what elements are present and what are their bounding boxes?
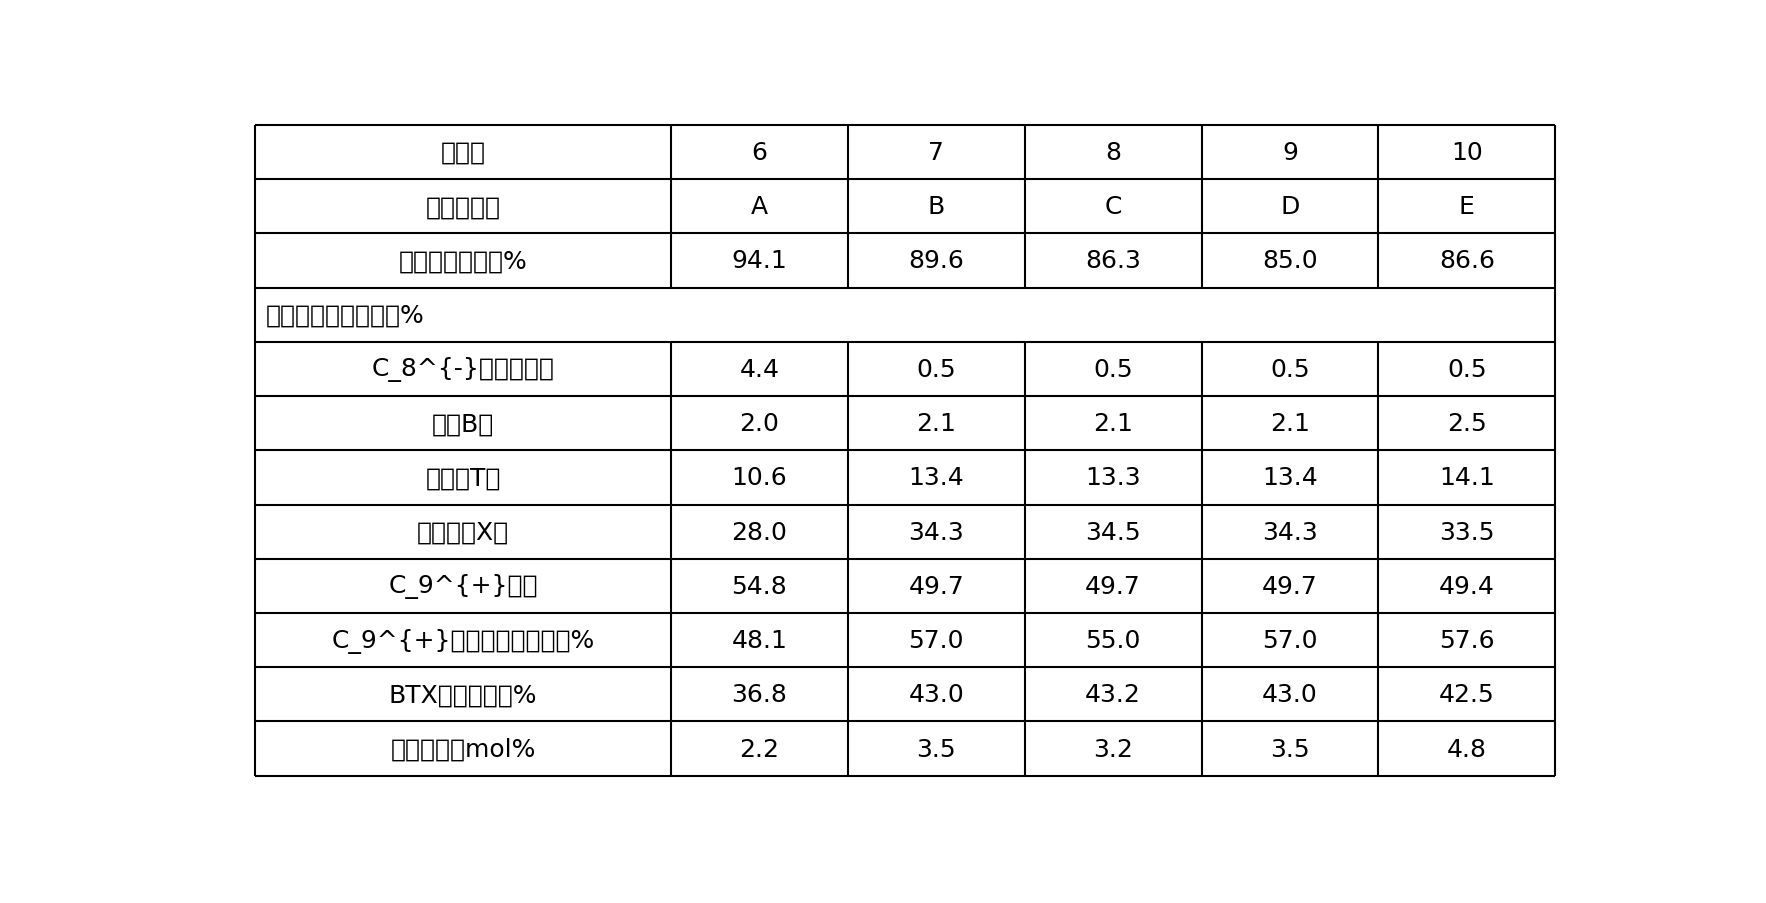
Text: 34.3: 34.3 — [908, 520, 964, 544]
Text: 芳环损失，mol%: 芳环损失，mol% — [390, 737, 535, 760]
Text: 液体产物分布，质量%: 液体产物分布，质量% — [265, 303, 424, 328]
Text: 13.4: 13.4 — [1263, 466, 1317, 489]
Text: 2.0: 2.0 — [740, 412, 779, 436]
Text: 3.5: 3.5 — [1270, 737, 1310, 760]
Text: C: C — [1104, 195, 1121, 219]
Text: 8: 8 — [1106, 141, 1121, 165]
Text: 液体收率，质量%: 液体收率，质量% — [399, 249, 528, 274]
Text: 0.5: 0.5 — [917, 358, 955, 382]
Text: 13.3: 13.3 — [1086, 466, 1141, 489]
Text: 4.4: 4.4 — [740, 358, 779, 382]
Text: C_9^{+}芳烃: C_9^{+}芳烃 — [389, 573, 539, 599]
Text: C_8^{-}烷烃及环烷: C_8^{-}烷烃及环烷 — [371, 357, 555, 382]
Text: BTX收率，质量%: BTX收率，质量% — [389, 683, 537, 706]
Text: 49.7: 49.7 — [1263, 574, 1317, 598]
Text: 4.8: 4.8 — [1446, 737, 1487, 760]
Text: 弧化剂编号: 弧化剂编号 — [426, 195, 500, 219]
Text: 0.5: 0.5 — [1270, 358, 1310, 382]
Text: 3.5: 3.5 — [917, 737, 955, 760]
Text: B: B — [927, 195, 945, 219]
Text: 14.1: 14.1 — [1439, 466, 1494, 489]
Text: 49.7: 49.7 — [908, 574, 964, 598]
Text: 57.0: 57.0 — [908, 628, 964, 652]
Text: 0.5: 0.5 — [1446, 358, 1487, 382]
Text: C_9^{+}芳烃转化率，质量%: C_9^{+}芳烃转化率，质量% — [332, 628, 595, 653]
Text: 42.5: 42.5 — [1439, 683, 1494, 706]
Text: 10.6: 10.6 — [731, 466, 788, 489]
Text: 55.0: 55.0 — [1086, 628, 1141, 652]
Text: 甲苯（T）: 甲苯（T） — [426, 466, 502, 489]
Text: 43.0: 43.0 — [1263, 683, 1317, 706]
Text: 54.8: 54.8 — [731, 574, 788, 598]
Text: 34.3: 34.3 — [1263, 520, 1317, 544]
Text: 9: 9 — [1282, 141, 1298, 165]
Text: 3.2: 3.2 — [1093, 737, 1134, 760]
Text: 2.1: 2.1 — [1093, 412, 1134, 436]
Text: 二甲苯（X）: 二甲苯（X） — [417, 520, 509, 544]
Text: 36.8: 36.8 — [731, 683, 788, 706]
Text: 48.1: 48.1 — [731, 628, 788, 652]
Text: 实例号: 实例号 — [440, 141, 486, 165]
Text: 6: 6 — [752, 141, 768, 165]
Text: 57.0: 57.0 — [1263, 628, 1317, 652]
Text: 苯（B）: 苯（B） — [433, 412, 494, 436]
Text: 0.5: 0.5 — [1093, 358, 1134, 382]
Text: 94.1: 94.1 — [731, 249, 788, 274]
Text: 43.0: 43.0 — [908, 683, 964, 706]
Text: A: A — [751, 195, 768, 219]
Text: 13.4: 13.4 — [908, 466, 964, 489]
Text: 28.0: 28.0 — [731, 520, 788, 544]
Text: 86.6: 86.6 — [1439, 249, 1494, 274]
Text: 49.7: 49.7 — [1086, 574, 1141, 598]
Text: 57.6: 57.6 — [1439, 628, 1494, 652]
Text: 33.5: 33.5 — [1439, 520, 1494, 544]
Text: D: D — [1280, 195, 1300, 219]
Text: 2.5: 2.5 — [1446, 412, 1487, 436]
Text: 10: 10 — [1452, 141, 1483, 165]
Text: 34.5: 34.5 — [1086, 520, 1141, 544]
Text: 7: 7 — [929, 141, 945, 165]
Text: E: E — [1459, 195, 1475, 219]
Text: 2.1: 2.1 — [1270, 412, 1310, 436]
Text: 2.2: 2.2 — [740, 737, 779, 760]
Text: 86.3: 86.3 — [1084, 249, 1141, 274]
Text: 43.2: 43.2 — [1084, 683, 1141, 706]
Text: 85.0: 85.0 — [1263, 249, 1317, 274]
Text: 49.4: 49.4 — [1439, 574, 1494, 598]
Text: 2.1: 2.1 — [917, 412, 955, 436]
Text: 89.6: 89.6 — [908, 249, 964, 274]
